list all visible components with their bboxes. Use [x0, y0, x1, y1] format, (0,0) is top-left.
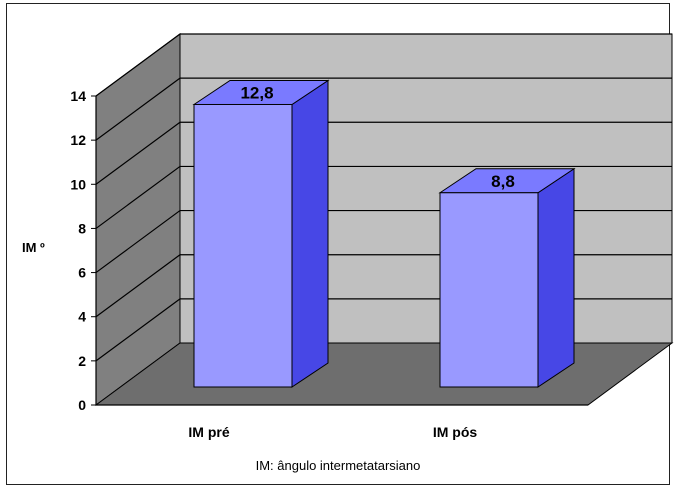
y-tick-label: 10 [70, 176, 86, 192]
y-tick-label: 2 [78, 353, 86, 369]
bar [193, 103, 293, 388]
data-label: 8,8 [491, 172, 515, 191]
y-tick-label: 6 [78, 265, 86, 281]
bar-side [291, 79, 329, 388]
y-tick-label: 8 [78, 220, 86, 236]
y-axis-label: IM º [22, 240, 45, 255]
y-tick-label: 4 [78, 309, 86, 325]
floor [94, 342, 674, 406]
bar [439, 192, 539, 388]
gridline [95, 121, 672, 185]
bar-side [537, 167, 575, 388]
gridline [95, 77, 672, 141]
y-tick-label: 0 [78, 397, 86, 413]
y-tick-label: 12 [70, 132, 86, 148]
gridline [95, 33, 672, 97]
y-tick-label: 14 [70, 88, 86, 104]
data-label: 12,8 [240, 83, 273, 102]
gridline [95, 165, 672, 229]
x-tick-label: IM pré [188, 424, 229, 440]
x-tick-label: IM pós [433, 424, 478, 440]
chart-footnote: IM: ângulo intermetatarsiano [256, 458, 421, 473]
